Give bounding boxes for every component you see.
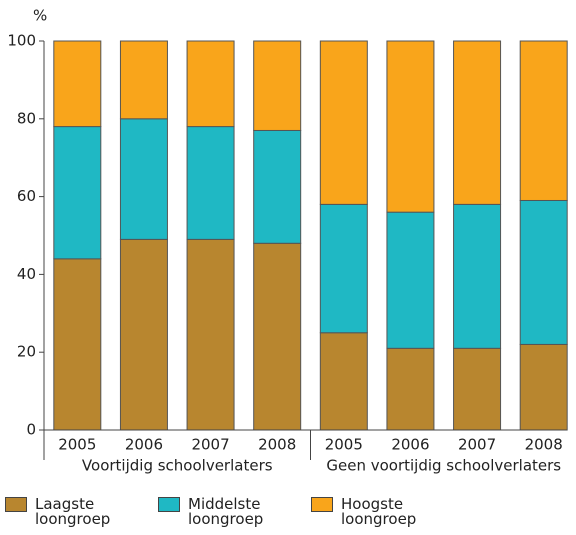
x-tick-label: 2006 [125, 436, 163, 454]
y-tick-label: 80 [17, 109, 36, 127]
bar-segment [253, 129, 302, 244]
bar-segment [386, 211, 435, 349]
legend-label: Laagste loongroep [35, 495, 111, 528]
chart: % 0 20 40 60 80 100 2005 2006 2007 2008 2005 2006 20… [7, 7, 568, 475]
bar-segment [186, 40, 235, 128]
y-tick-label: 60 [17, 187, 36, 205]
bar-segment [53, 258, 102, 431]
bar-segment [53, 40, 102, 128]
legend-swatch [311, 497, 333, 512]
bar-segment [186, 238, 235, 431]
legend-label: Hoogste loongroep [341, 495, 417, 528]
bar-segment [319, 332, 368, 431]
bar-segment [319, 40, 368, 205]
x-tick-label: 2006 [391, 436, 429, 454]
x-tick-label: 2007 [191, 436, 229, 454]
bar-segment [453, 40, 502, 205]
group-label: Geen voortijdig schoolverlaters [326, 457, 561, 475]
x-tick-label: 2008 [525, 436, 563, 454]
bar-segment [319, 203, 368, 334]
bar-segment [186, 126, 235, 240]
x-tick-label: 2008 [258, 436, 296, 454]
legend-label: Middelste loongroep [188, 495, 264, 528]
bar-segment [119, 238, 168, 431]
legend-item: Hoogste loongroep [311, 497, 421, 527]
bar-segment [119, 118, 168, 240]
group-label: Voortijdig schoolverlaters [82, 457, 273, 475]
bar-segment [519, 199, 568, 345]
legend-swatch [5, 497, 27, 512]
legend-swatch [158, 497, 180, 512]
bar-segment [253, 40, 302, 131]
legend-item: Laagste loongroep [5, 497, 115, 527]
bar-segment [386, 347, 435, 431]
y-tick-label: 100 [7, 32, 36, 50]
x-tick-label: 2007 [458, 436, 496, 454]
bar-segment [119, 40, 168, 120]
bar-segment [253, 242, 302, 431]
bar-segment [453, 347, 502, 431]
x-tick-label: 2005 [58, 436, 96, 454]
bar-segment [386, 40, 435, 213]
bar-segment [53, 126, 102, 260]
bar-segment [453, 203, 502, 349]
legend-item: Middelste loongroep [158, 497, 268, 527]
y-tick-label: 0 [26, 421, 36, 439]
bar-segment [519, 343, 568, 431]
y-tick-label: 20 [17, 343, 36, 361]
y-tick-label: 40 [17, 265, 36, 283]
y-axis-label: % [33, 7, 47, 25]
x-tick-label: 2005 [325, 436, 363, 454]
bar-segment [519, 40, 568, 201]
